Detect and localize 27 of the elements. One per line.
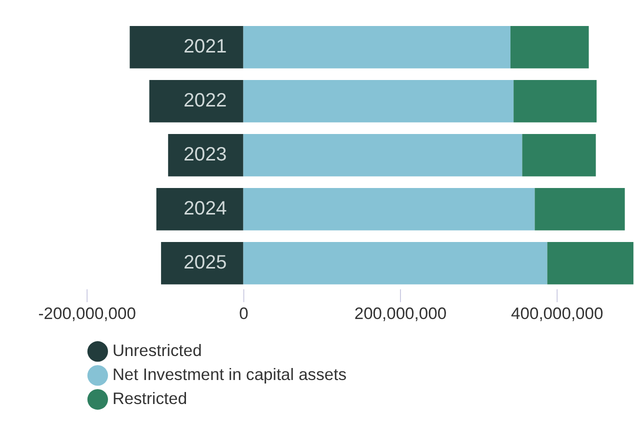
y-tick-label: 2024 xyxy=(184,198,227,220)
x-tick-label: 200,000,000 xyxy=(354,304,447,323)
x-tick-label: 400,000,000 xyxy=(511,304,604,323)
bar xyxy=(534,188,625,230)
y-tick-label: 2022 xyxy=(184,90,227,112)
y-tick-label: 2023 xyxy=(184,144,227,166)
x-tick-label: -200,000,000 xyxy=(38,304,136,323)
bar xyxy=(243,26,510,68)
bar xyxy=(161,242,244,284)
legend-label: Restricted xyxy=(112,389,188,408)
bar xyxy=(510,26,589,68)
bar xyxy=(156,188,244,230)
bar xyxy=(168,134,244,176)
bar xyxy=(243,188,535,230)
bar xyxy=(547,242,634,284)
x-tick-label: 0 xyxy=(239,304,248,323)
y-tick-label: 2025 xyxy=(184,252,227,274)
legend-label: Unrestricted xyxy=(112,341,202,360)
bar xyxy=(522,134,596,176)
bar xyxy=(149,80,244,122)
bar xyxy=(243,134,522,176)
bar xyxy=(243,80,514,122)
bar xyxy=(130,26,244,68)
bar xyxy=(514,80,597,122)
y-tick-label: 2021 xyxy=(184,36,227,58)
bar xyxy=(243,242,548,284)
legend-label: Net Investment in capital assets xyxy=(112,365,346,384)
